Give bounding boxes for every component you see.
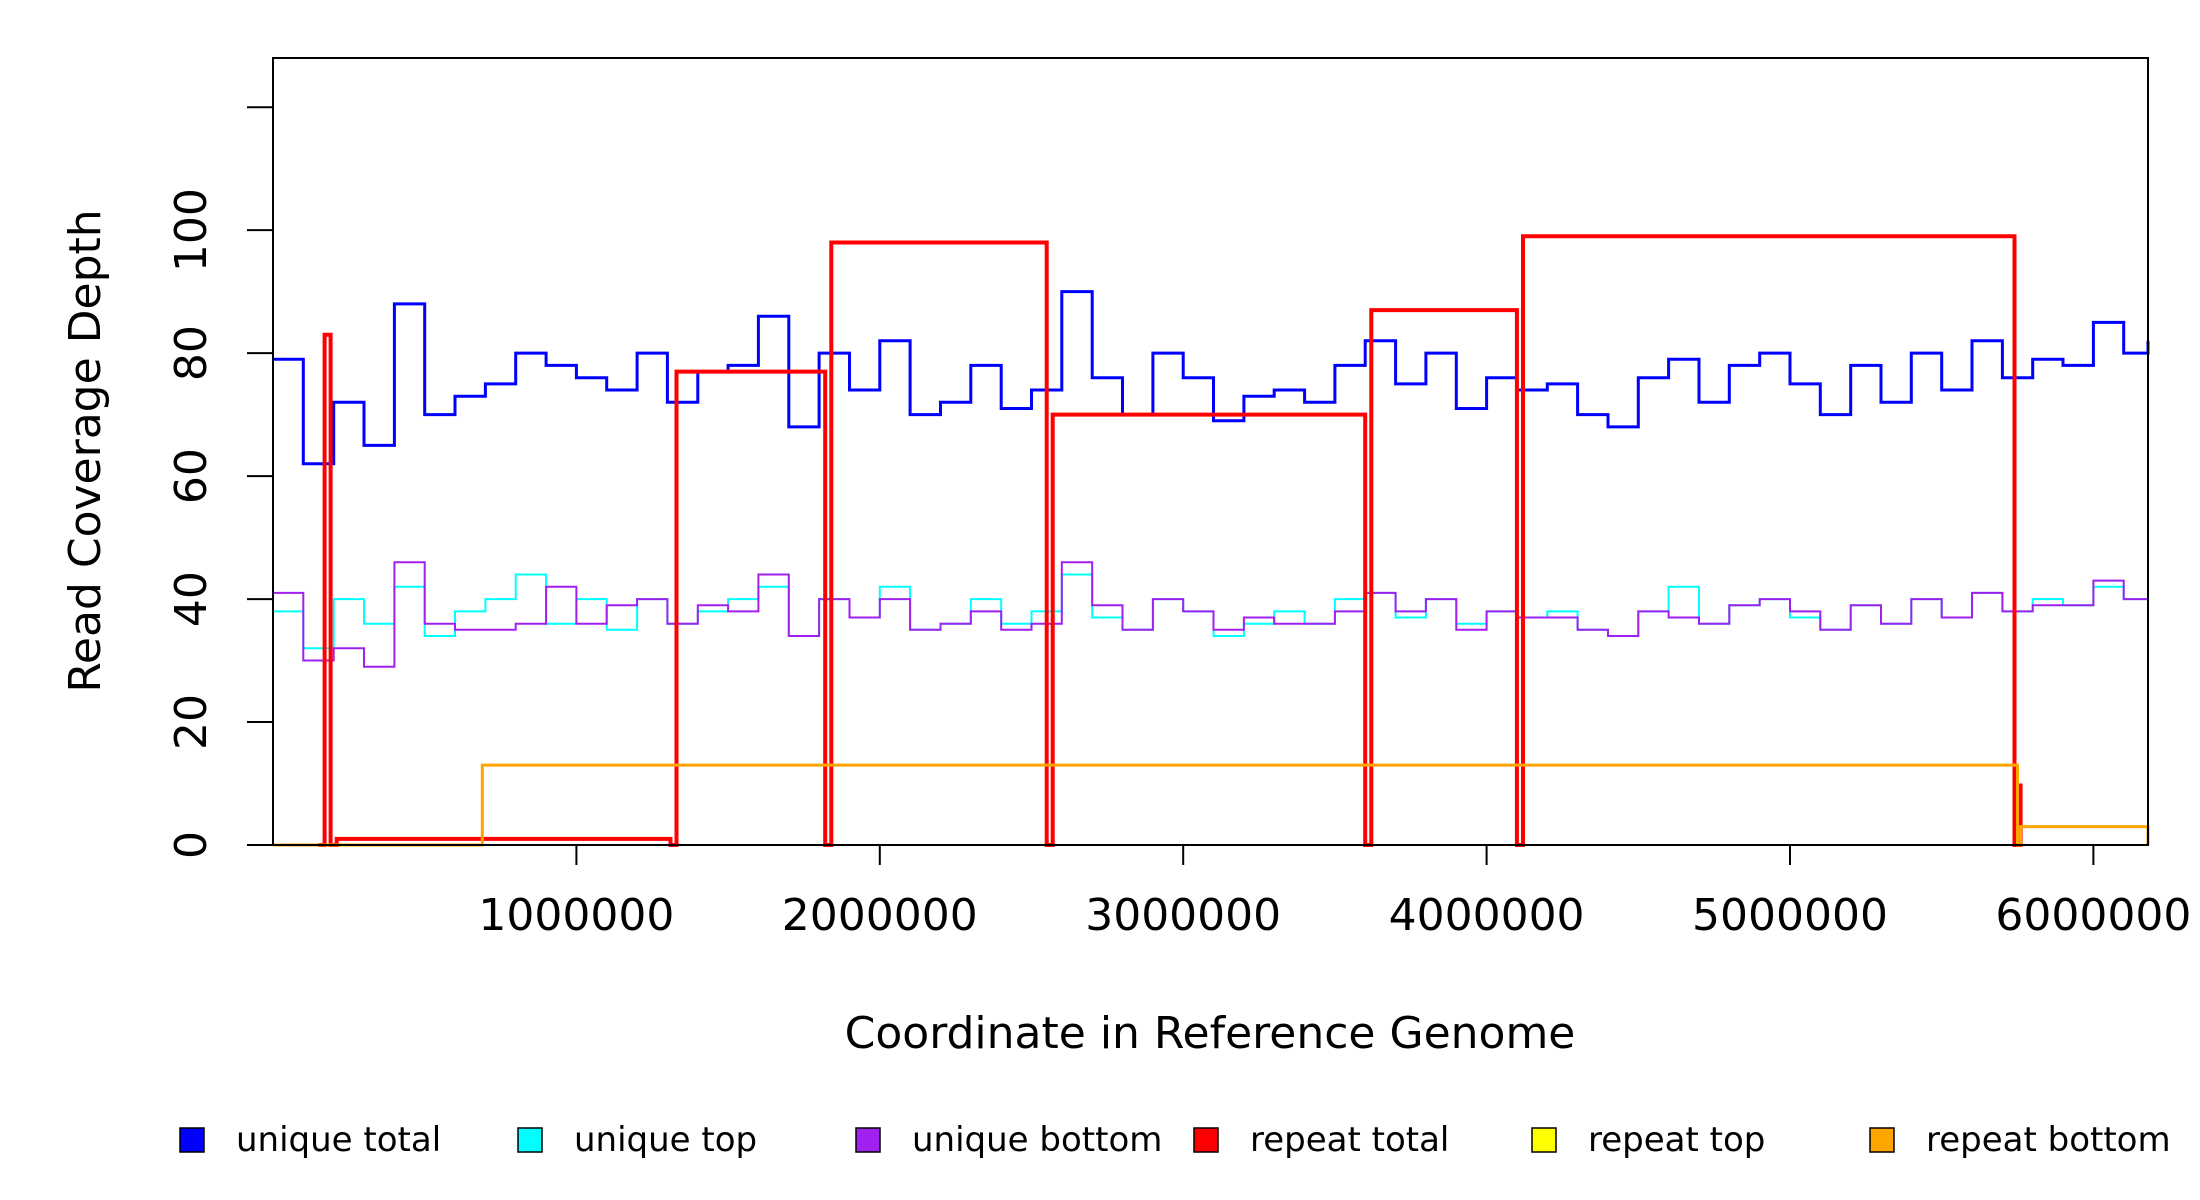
x-tick-label: 1000000 [478,890,674,941]
legend-swatch [179,1127,205,1153]
y-axis: 0 20 40 60 80 100 [166,106,273,859]
series-layer [273,234,2150,847]
series-line-repeat-bottom [273,763,2150,847]
legend-label: repeat total [1250,1120,1449,1160]
series-line-repeat-total [318,234,2023,847]
legend-swatch [855,1127,881,1153]
y-axis-label: Read Coverage Depth [60,209,111,692]
legend-label: unique top [574,1120,757,1160]
legend-swatch [1193,1127,1219,1153]
x-axis-label: Coordinate in Reference Genome [845,1008,1576,1059]
y-tick-label: 100 [166,188,217,272]
legend-swatch [1869,1127,1895,1153]
legend: unique total unique top unique bottom repea… [179,1120,2171,1160]
legend-swatch [1531,1127,1557,1153]
x-tick-label: 2000000 [782,890,978,941]
legend-label: repeat bottom [1926,1120,2171,1160]
legend-label: unique bottom [912,1120,1162,1160]
x-axis: 1000000 2000000 3000000 4000000 5000000 60000… [478,845,2191,941]
legend-swatch [517,1127,543,1153]
series-line-unique-total [273,290,2150,466]
legend-label: unique total [236,1120,441,1160]
y-tick-label: 60 [166,448,217,504]
x-tick-label: 6000000 [1995,890,2191,941]
y-tick-label: 20 [166,694,217,750]
x-tick-label: 5000000 [1692,890,1888,941]
legend-label: repeat top [1588,1120,1765,1160]
x-tick-label: 3000000 [1085,890,1281,941]
x-tick-label: 4000000 [1389,890,1585,941]
y-tick-label: 80 [166,325,217,381]
series-line-unique-bottom [273,561,2149,668]
y-tick-label: 0 [166,831,217,859]
y-tick-label: 40 [166,571,217,627]
plot-frame [272,57,2149,846]
